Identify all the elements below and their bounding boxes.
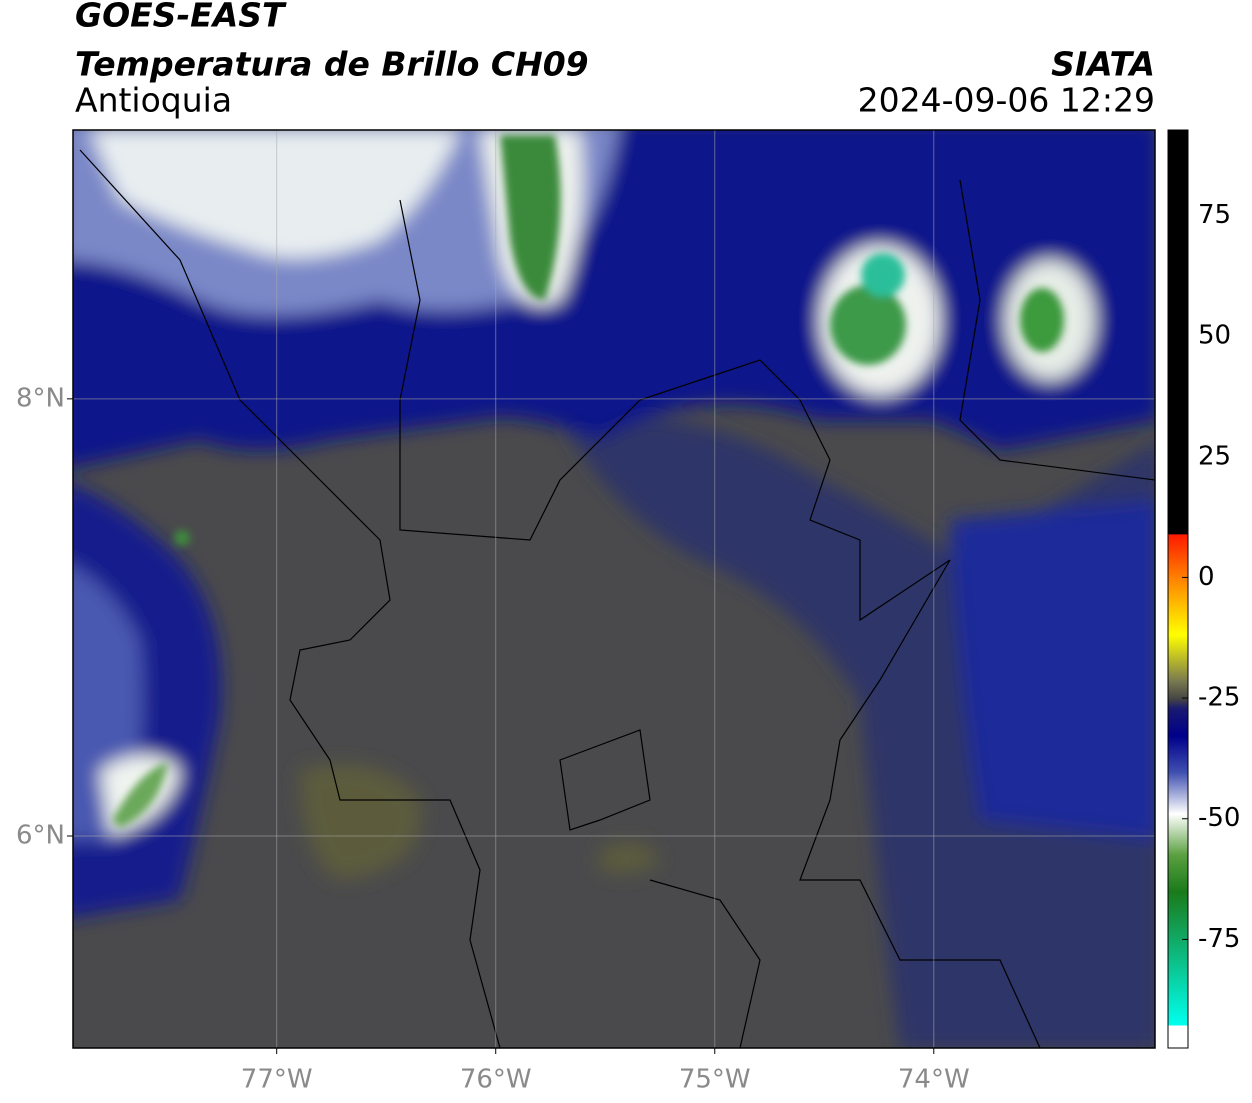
grid [73, 130, 1155, 1048]
colorbar-tick-label: -50 [1198, 803, 1240, 833]
colorbar-tick-label: 25 [1198, 441, 1231, 471]
region: Antioquia [75, 81, 232, 120]
title: GOES-EAST [75, 0, 287, 35]
product: Temperatura de Brillo CH09 [75, 45, 589, 84]
lon-tick-label: 76°W [460, 1065, 532, 1095]
map-image [73, 130, 1155, 1048]
colorbar-tick-label: -25 [1198, 683, 1240, 713]
lon-tick-label: 77°W [241, 1065, 313, 1095]
source: SIATA [1051, 45, 1155, 84]
colorbar-tick-label: 0 [1198, 562, 1215, 592]
colorbar-tick-label: 75 [1198, 200, 1231, 230]
colorbar-ticks: 75 50 25 0 -25 -50 -75 [1182, 200, 1240, 954]
datetime: 2024-09-06 12:29 [858, 81, 1155, 120]
colorbar [1167, 129, 1189, 1049]
lon-tick-label: 74°W [898, 1065, 970, 1095]
borders [79, 149, 1155, 1048]
colorbar-tick-label: 50 [1198, 321, 1231, 351]
lat-tick-label: 8°N [16, 383, 65, 413]
lon-tick-label: 75°W [679, 1065, 751, 1095]
lat-tick-label: 6°N [16, 820, 65, 850]
map-frame [72, 129, 1156, 1049]
colorbar-tick-label: -75 [1198, 924, 1240, 954]
